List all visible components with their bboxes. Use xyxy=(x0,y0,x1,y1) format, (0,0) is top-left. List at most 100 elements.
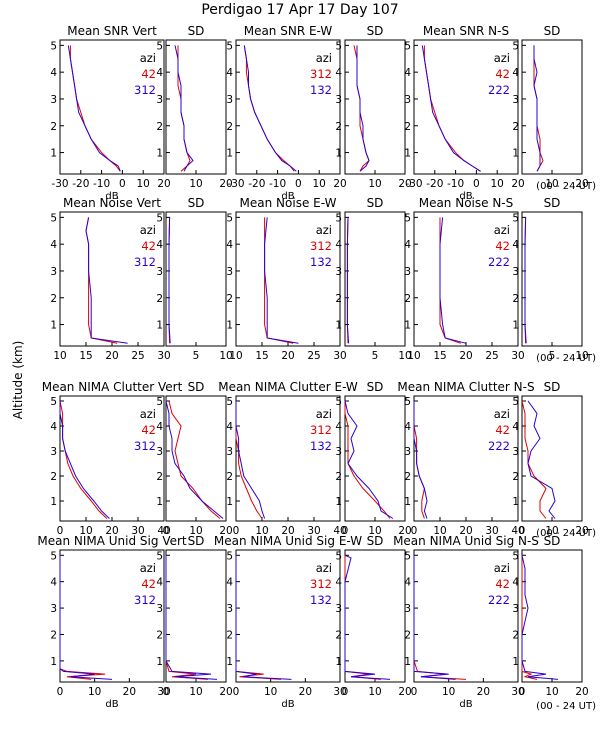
mean-panel-frame xyxy=(413,39,519,175)
x-tick-label: 10 xyxy=(189,178,202,190)
legend-heading: azi xyxy=(316,51,332,65)
y-tick-label: 4 xyxy=(226,67,233,79)
mean-panel-title: Mean SNR Vert xyxy=(67,24,157,38)
utc-range-note: (00 - 24 UT) xyxy=(536,701,596,712)
legend-azimuth-blue: 132 xyxy=(310,83,332,97)
x-tick-label: 20 xyxy=(575,525,588,537)
legend-heading: azi xyxy=(140,561,156,575)
legend-heading: azi xyxy=(316,561,332,575)
x-tick-label: 0 xyxy=(473,178,480,190)
y-tick-label: 5 xyxy=(512,212,519,224)
x-tick-label: 10 xyxy=(545,686,558,698)
x-tick-label: 0 xyxy=(233,525,240,537)
chart-title: Perdigao 17 Apr 17 Day 107 xyxy=(201,2,398,18)
y-tick-label: 3 xyxy=(335,446,342,458)
mean-panel-title: Mean NIMA Clutter E-W xyxy=(218,380,358,394)
x-tick-label: 10 xyxy=(88,686,101,698)
legend-azimuth-blue: 312 xyxy=(134,593,156,607)
x-tick-label: 20 xyxy=(105,350,118,362)
legend-heading: azi xyxy=(140,51,156,65)
x-tick-label: 25 xyxy=(131,350,144,362)
y-tick-label: 3 xyxy=(50,446,57,458)
y-tick-label: 1 xyxy=(50,320,57,332)
x-tick-label: 30 xyxy=(157,686,170,698)
y-tick-label: 3 xyxy=(404,446,411,458)
sd-panel-frame xyxy=(165,211,227,347)
y-tick-label: 3 xyxy=(50,266,57,278)
x-tick-label: 0 xyxy=(519,686,526,698)
x-tick-label: 0 xyxy=(342,525,349,537)
sd-profile-red-line xyxy=(177,45,191,172)
legend-azimuth-red: 312 xyxy=(310,423,332,437)
y-tick-label: 1 xyxy=(335,320,342,332)
y-tick-label: 4 xyxy=(512,421,519,433)
y-tick-label: 5 xyxy=(50,396,57,408)
y-tick-label: 5 xyxy=(156,212,163,224)
x-tick-label: 20 xyxy=(477,686,490,698)
x-tick-label: 10 xyxy=(313,178,326,190)
sd-panel-frame xyxy=(521,395,583,522)
x-axis-label: dB xyxy=(281,699,294,710)
sd-panel-title: SD xyxy=(367,380,384,394)
y-tick-label: 5 xyxy=(156,396,163,408)
x-tick-label: 10 xyxy=(442,686,455,698)
mean-profile-red-line xyxy=(413,555,467,680)
sd-profile-blue-line xyxy=(527,400,556,519)
x-tick-label: 20 xyxy=(575,686,588,698)
x-tick-label: 20 xyxy=(459,525,472,537)
y-tick-label: 5 xyxy=(335,550,342,562)
y-tick-label: 2 xyxy=(404,471,411,483)
mean-profile-red-line xyxy=(423,45,481,172)
y-tick-label: 2 xyxy=(50,121,57,133)
y-tick-label: 1 xyxy=(404,656,411,668)
y-tick-label: 5 xyxy=(50,40,57,52)
sd-panel-title: SD xyxy=(544,24,561,38)
x-tick-label: 10 xyxy=(368,178,381,190)
sd-panel-frame xyxy=(344,395,406,522)
y-tick-label: 3 xyxy=(335,94,342,106)
x-tick-label: -20 xyxy=(248,178,265,190)
x-tick-label: 20 xyxy=(575,178,588,190)
y-tick-label: 1 xyxy=(156,148,163,160)
x-axis-label: dB xyxy=(105,191,118,202)
y-tick-label: 5 xyxy=(512,550,519,562)
y-tick-label: 2 xyxy=(226,471,233,483)
y-tick-label: 5 xyxy=(156,40,163,52)
x-tick-label: 30 xyxy=(511,686,524,698)
mean-profile-red-line xyxy=(264,217,294,344)
mean-panel-title: Mean Noise Vert xyxy=(63,196,161,210)
y-tick-label: 2 xyxy=(404,629,411,641)
mean-panel-title: Mean Noise N-S xyxy=(419,196,514,210)
legend-heading: azi xyxy=(494,51,510,65)
y-tick-label: 3 xyxy=(404,266,411,278)
x-tick-label: 10 xyxy=(575,350,588,362)
utc-range-note: (00 - 24 UT) xyxy=(536,353,596,364)
y-tick-label: 1 xyxy=(512,148,519,160)
mean-panel-frame xyxy=(235,39,341,175)
legend-azimuth-red: 42 xyxy=(495,423,510,437)
x-tick-label: 30 xyxy=(307,525,320,537)
x-tick-label: -30 xyxy=(51,178,68,190)
mean-panel-title: Mean NIMA Unid Sig E-W xyxy=(214,534,362,548)
legend-azimuth-red: 42 xyxy=(141,577,156,591)
legend-heading: azi xyxy=(316,407,332,421)
y-tick-label: 5 xyxy=(512,40,519,52)
y-tick-label: 3 xyxy=(512,94,519,106)
y-tick-label: 4 xyxy=(226,421,233,433)
y-tick-label: 2 xyxy=(50,629,57,641)
x-tick-label: 10 xyxy=(229,350,242,362)
y-tick-label: 2 xyxy=(156,121,163,133)
sd-panel-title: SD xyxy=(188,534,205,548)
x-tick-label: 0 xyxy=(411,525,418,537)
sd-panel-title: SD xyxy=(544,534,561,548)
legend-heading: azi xyxy=(494,223,510,237)
y-tick-label: 4 xyxy=(50,239,57,251)
legend-heading: azi xyxy=(494,407,510,421)
x-tick-label: 10 xyxy=(189,686,202,698)
x-tick-label: -30 xyxy=(227,178,244,190)
mean-profile-blue-line xyxy=(421,45,481,172)
y-tick-label: 2 xyxy=(512,121,519,133)
mean-profile-blue-line xyxy=(264,217,299,344)
y-tick-label: 2 xyxy=(335,293,342,305)
